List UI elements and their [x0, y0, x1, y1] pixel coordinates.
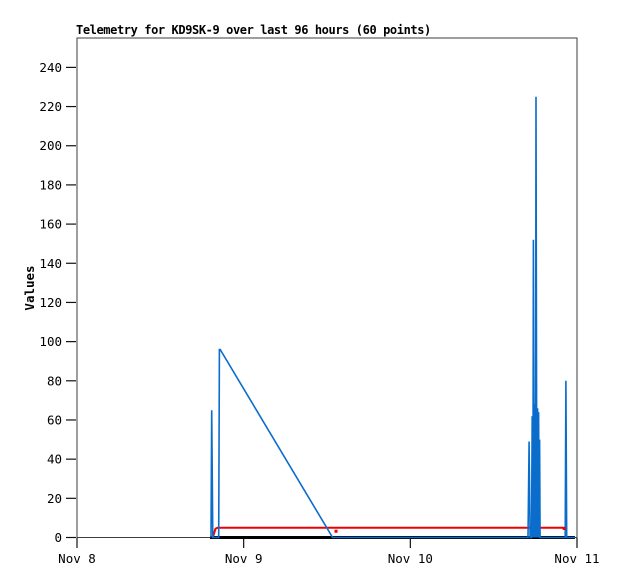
- y-tick-label: 20: [47, 491, 62, 506]
- y-tick-label: 220: [39, 99, 62, 114]
- y-tick-label: 120: [39, 295, 62, 310]
- y-axis-ticks: 0 20 40 60 80 100 120 140 160 180 200 220 240: [39, 60, 76, 545]
- y-tick-label: 60: [47, 412, 62, 427]
- y-tick-label: 240: [39, 60, 62, 75]
- red-dot-marker: [562, 526, 566, 530]
- x-tick-label: Nov 10: [388, 551, 433, 566]
- y-tick-label: 180: [39, 177, 62, 192]
- series-red-threshold-line: [211, 526, 565, 538]
- y-tick-label: 140: [39, 256, 62, 271]
- plot-border: [76, 37, 578, 538]
- y-tick-label: 100: [39, 334, 62, 349]
- x-tick-label: Nov 8: [58, 551, 96, 566]
- x-axis-ticks: Nov 8 Nov 9 Nov 10 Nov 11: [58, 538, 600, 566]
- y-tick-label: 160: [39, 217, 62, 232]
- marker-layer: [334, 526, 566, 533]
- red-dot-marker: [334, 529, 338, 533]
- y-tick-label: 40: [47, 452, 62, 467]
- y-tick-label: 200: [39, 138, 62, 153]
- chart-title: Telemetry for KD9SK-9 over last 96 hours…: [76, 23, 431, 37]
- x-tick-label: Nov 11: [554, 551, 599, 566]
- y-tick-label: 80: [47, 373, 62, 388]
- x-tick-label: Nov 9: [225, 551, 263, 566]
- series-blue-values-line: [210, 96, 575, 539]
- series-layer: [210, 96, 575, 539]
- y-tick-label: 0: [54, 530, 62, 545]
- y-axis-label: Values: [22, 265, 37, 310]
